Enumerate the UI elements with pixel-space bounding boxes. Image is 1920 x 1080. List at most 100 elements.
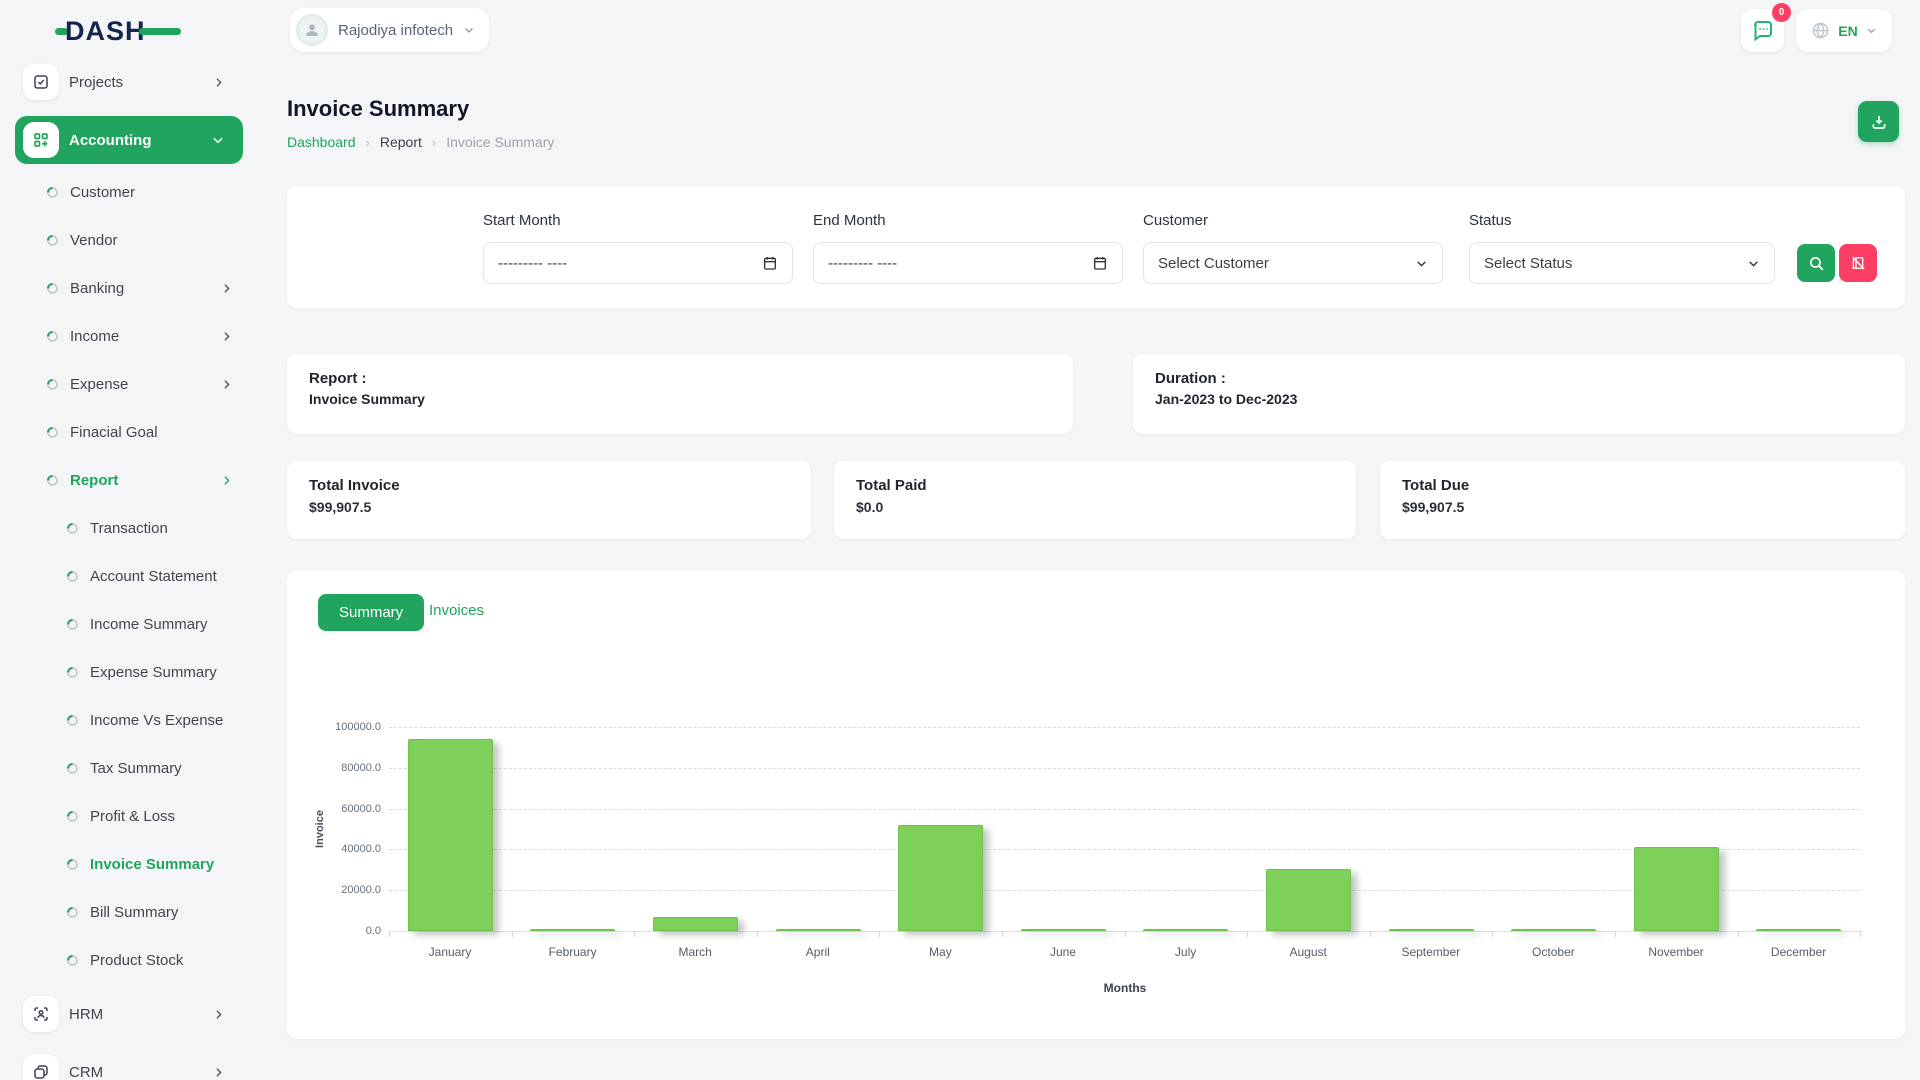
x-tick-mark bbox=[634, 931, 636, 937]
start-month-input[interactable]: --------- ---- bbox=[483, 242, 793, 284]
chevron-right-icon bbox=[220, 378, 233, 391]
company-selector[interactable]: Rajodiya infotech bbox=[290, 8, 490, 52]
sidebar-item-projects[interactable]: Projects bbox=[15, 60, 243, 104]
sidebar-item-label: Bill Summary bbox=[90, 903, 179, 921]
sidebar-item-income-vs-expense[interactable]: Income Vs Expense bbox=[15, 696, 243, 744]
x-tick-label: January bbox=[428, 945, 472, 959]
sidebar-item-profit-loss[interactable]: Profit & Loss bbox=[15, 792, 243, 840]
messages-button[interactable]: 0 bbox=[1741, 3, 1791, 52]
bar-march bbox=[653, 917, 738, 931]
status-select[interactable]: Select Status bbox=[1469, 242, 1775, 284]
breadcrumb-report[interactable]: Report bbox=[379, 134, 422, 150]
bar-june bbox=[1020, 929, 1106, 931]
download-button[interactable] bbox=[1858, 101, 1899, 142]
x-tick-mark bbox=[1002, 931, 1003, 937]
x-tick-mark bbox=[879, 931, 881, 937]
end-month-input[interactable]: --------- ---- bbox=[813, 242, 1123, 284]
gridline bbox=[389, 767, 1861, 769]
bar-october bbox=[1511, 929, 1597, 931]
sidebar-item-bill-summary[interactable]: Bill Summary bbox=[15, 888, 243, 936]
bullet-icon bbox=[64, 712, 81, 728]
notification-badge: 0 bbox=[1772, 3, 1791, 22]
user-icon bbox=[306, 24, 318, 36]
report-value: Invoice Summary bbox=[309, 391, 425, 407]
sidebar-item-expense-summary[interactable]: Expense Summary bbox=[15, 648, 243, 696]
bullet-icon bbox=[44, 472, 61, 488]
sidebar-item-crm[interactable]: CRM bbox=[15, 1046, 243, 1080]
x-tick-label: December bbox=[1770, 945, 1827, 959]
customer-select[interactable]: Select Customer bbox=[1143, 242, 1443, 284]
sidebar-item-label: Finacial Goal bbox=[70, 423, 158, 441]
chevron-down-icon bbox=[1417, 260, 1426, 267]
company-avatar bbox=[296, 14, 328, 46]
sidebar-item-hrm[interactable]: HRM bbox=[15, 988, 243, 1040]
bullet-icon bbox=[64, 520, 81, 536]
x-axis-title: Months bbox=[1103, 981, 1147, 995]
sidebar-item-transaction[interactable]: Transaction bbox=[15, 504, 243, 552]
bullet-icon bbox=[44, 232, 61, 248]
bullet-icon bbox=[44, 328, 61, 344]
breadcrumb-dashboard[interactable]: Dashboard bbox=[287, 134, 356, 150]
gridline bbox=[389, 890, 1861, 892]
language-code: EN bbox=[1838, 22, 1858, 39]
x-tick-label: June bbox=[1049, 945, 1077, 959]
sidebar-item-expense[interactable]: Expense bbox=[15, 360, 243, 408]
sidebar-item-account-statement[interactable]: Account Statement bbox=[15, 552, 243, 600]
x-tick-mark bbox=[1247, 931, 1249, 937]
language-selector[interactable]: EN bbox=[1796, 9, 1892, 52]
sidebar-item-accounting[interactable]: Accounting bbox=[15, 116, 243, 164]
x-tick-mark bbox=[511, 931, 513, 937]
tab-invoices[interactable]: Invoices bbox=[429, 602, 485, 619]
sidebar-item-income-summary[interactable]: Income Summary bbox=[15, 600, 243, 648]
sidebar-item-customer[interactable]: Customer bbox=[15, 168, 243, 216]
chevron-right-icon bbox=[212, 1066, 225, 1079]
customer-select-value: Select Customer bbox=[1158, 254, 1269, 272]
sidebar-item-income[interactable]: Income bbox=[15, 312, 243, 360]
y-tick-label: 40000.0 bbox=[341, 843, 381, 856]
x-tick-label: October bbox=[1532, 945, 1575, 959]
bar-april bbox=[775, 929, 861, 931]
x-tick-mark bbox=[1369, 931, 1371, 937]
sidebar: Projects Accounting Customer Vendor Bankin… bbox=[15, 56, 243, 1080]
status-label: Status bbox=[1469, 212, 1512, 229]
breadcrumb: Dashboard › Report › Invoice Summary bbox=[287, 134, 554, 150]
chevron-down-icon bbox=[1749, 260, 1758, 267]
bullet-icon bbox=[44, 184, 61, 200]
total-invoice-label: Total Invoice bbox=[309, 477, 400, 494]
sidebar-item-label: HRM bbox=[69, 1005, 104, 1023]
bullet-icon bbox=[64, 664, 81, 680]
sidebar-item-label: Income bbox=[70, 327, 120, 345]
sidebar-item-banking[interactable]: Banking bbox=[15, 264, 243, 312]
clear-filter-icon bbox=[1852, 256, 1865, 270]
chevron-down-icon bbox=[1867, 28, 1875, 34]
bar-july bbox=[1143, 929, 1229, 931]
duration-value: Jan-2023 to Dec-2023 bbox=[1155, 391, 1298, 407]
sidebar-item-vendor[interactable]: Vendor bbox=[15, 216, 243, 264]
total-invoice-value: $99,907.5 bbox=[309, 499, 372, 515]
tab-summary[interactable]: Summary bbox=[318, 594, 425, 631]
sidebar-item-finacial-goal[interactable]: Finacial Goal bbox=[15, 408, 243, 456]
sidebar-item-invoice-summary[interactable]: Invoice Summary bbox=[15, 840, 243, 888]
x-tick-mark bbox=[756, 931, 758, 937]
chevron-right-icon bbox=[212, 76, 225, 89]
sidebar-item-report[interactable]: Report bbox=[15, 456, 243, 504]
total-paid-label: Total Paid bbox=[856, 477, 927, 494]
app-logo[interactable]: DASH bbox=[55, 13, 183, 54]
sidebar-item-product-stock[interactable]: Product Stock bbox=[15, 936, 243, 984]
breadcrumb-current: Invoice Summary bbox=[446, 134, 555, 150]
x-tick-label: February bbox=[548, 945, 597, 959]
chevron-right-icon bbox=[212, 1008, 225, 1021]
sidebar-item-label: Expense bbox=[70, 375, 129, 393]
reset-filter-button[interactable] bbox=[1839, 244, 1877, 282]
y-axis-title: Invoice bbox=[313, 810, 326, 848]
calendar-icon bbox=[1094, 257, 1106, 270]
search-button[interactable] bbox=[1797, 244, 1835, 282]
gridline bbox=[389, 727, 1861, 728]
sidebar-item-label: CRM bbox=[69, 1063, 104, 1080]
sidebar-item-label: Tax Summary bbox=[90, 759, 182, 777]
duration-label: Duration : bbox=[1155, 370, 1226, 387]
total-invoice-card: Total Invoice $99,907.5 bbox=[287, 461, 811, 539]
sidebar-item-tax-summary[interactable]: Tax Summary bbox=[15, 744, 243, 792]
bullet-icon bbox=[64, 568, 81, 584]
x-tick-mark bbox=[1737, 931, 1739, 937]
